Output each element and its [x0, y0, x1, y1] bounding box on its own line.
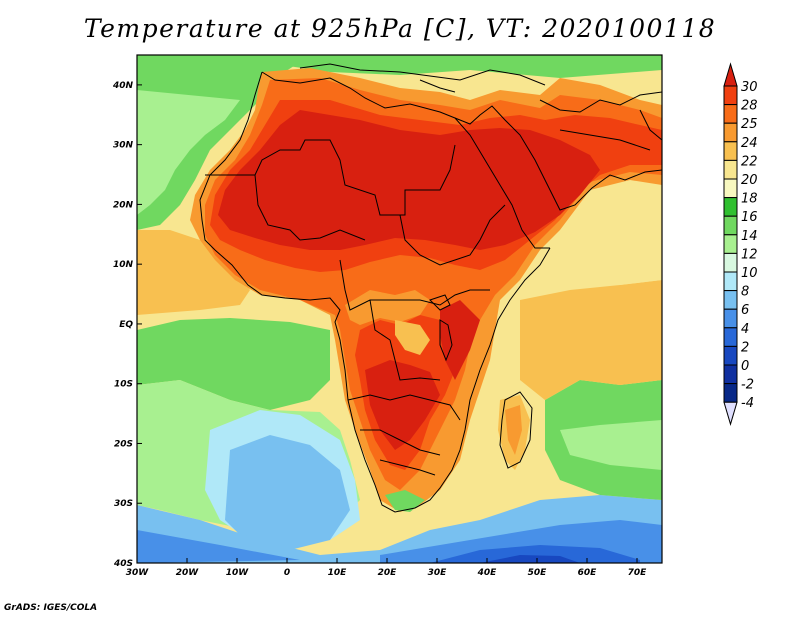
lat-tick-label: 10N: [113, 260, 134, 270]
colorbar-segment: [723, 159, 738, 180]
lon-tick-label: 30E: [428, 568, 448, 578]
colorbar-label: 25: [741, 117, 758, 132]
colorbar-segment: [723, 85, 738, 106]
colorbar-segment: [723, 271, 738, 292]
lon-tick-label: 10E: [328, 568, 348, 578]
colorbar-segment: [723, 141, 738, 161]
lat-tick-label: 40S: [113, 559, 133, 569]
colorbar-label: 20: [741, 173, 758, 188]
longitude-axis: 30W 20W 10W 0 10E 20E 30E 40E 50E 60E 70E: [126, 558, 647, 578]
colorbar-label: 30: [741, 80, 758, 95]
colorbar-segment: [723, 364, 738, 385]
colorbar-segment: [723, 308, 738, 329]
lat-tick-label: 30S: [114, 499, 133, 509]
lon-tick-label: 70E: [628, 568, 648, 578]
colorbar-segment: [723, 345, 738, 366]
lon-tick-label: 10W: [226, 568, 250, 578]
lon-tick-label: 20E: [378, 568, 398, 578]
colorbar-label: 10: [741, 266, 758, 281]
lon-tick-label: 0: [284, 568, 290, 578]
lat-tick-label: 30N: [113, 141, 134, 151]
lat-tick-label: 10S: [114, 380, 133, 390]
colorbar-segment: [723, 383, 738, 403]
colorbar-segment: [723, 197, 738, 217]
colorbar-label: 2: [741, 340, 749, 355]
lon-tick-label: 30W: [126, 568, 150, 578]
colorbar-segment: [723, 178, 738, 199]
colorbar-bottom-arrow: [723, 401, 738, 426]
colorbar-segment: [723, 104, 738, 124]
colorbar-label: 22: [741, 154, 758, 169]
colorbar-label: 4: [741, 322, 749, 337]
lat-tick-label: 20S: [114, 439, 133, 449]
colorbar-segment: [723, 234, 738, 254]
colorbar-label: 28: [741, 99, 758, 114]
grads-credit: GrADS: IGES/COLA: [4, 603, 98, 613]
colorbar-top-arrow: [723, 62, 738, 87]
colorbar-segment: [723, 122, 738, 143]
colorbar-label: 0: [741, 359, 749, 374]
colorbar-segment: [723, 290, 738, 310]
colorbar-label: 14: [741, 229, 758, 244]
lon-tick-label: 60E: [578, 568, 598, 578]
coastlines: [199, 63, 662, 513]
map-frame: [136, 54, 663, 564]
lon-tick-label: 20W: [176, 568, 200, 578]
latitude-axis: 40N 30N 20N 10N EQ 10S 20S 30S 40S: [112, 81, 142, 569]
colorbar-label: 8: [741, 285, 749, 300]
colorbar-label: 18: [741, 192, 758, 207]
colorbar-segment: [723, 252, 738, 273]
lat-tick-label: 40N: [112, 81, 134, 91]
colorbar-label: 6: [741, 303, 749, 318]
map-title: Temperature at 925hPa [C], VT: 202010011…: [83, 14, 717, 43]
colorbar-segment: [723, 327, 738, 347]
colorbar-label: -4: [741, 396, 754, 411]
colorbar-label: 24: [741, 136, 758, 151]
colorbar-segment: [723, 215, 738, 236]
lat-tick-label: EQ: [119, 320, 133, 330]
colorbar-label: 12: [741, 247, 758, 262]
lon-tick-label: 40E: [477, 568, 498, 578]
temperature-field: [137, 55, 662, 563]
lat-tick-label: 20N: [113, 200, 134, 210]
colorbar-label: -2: [741, 378, 754, 393]
lon-tick-label: 50E: [528, 568, 548, 578]
colorbar-label: 16: [741, 210, 758, 225]
